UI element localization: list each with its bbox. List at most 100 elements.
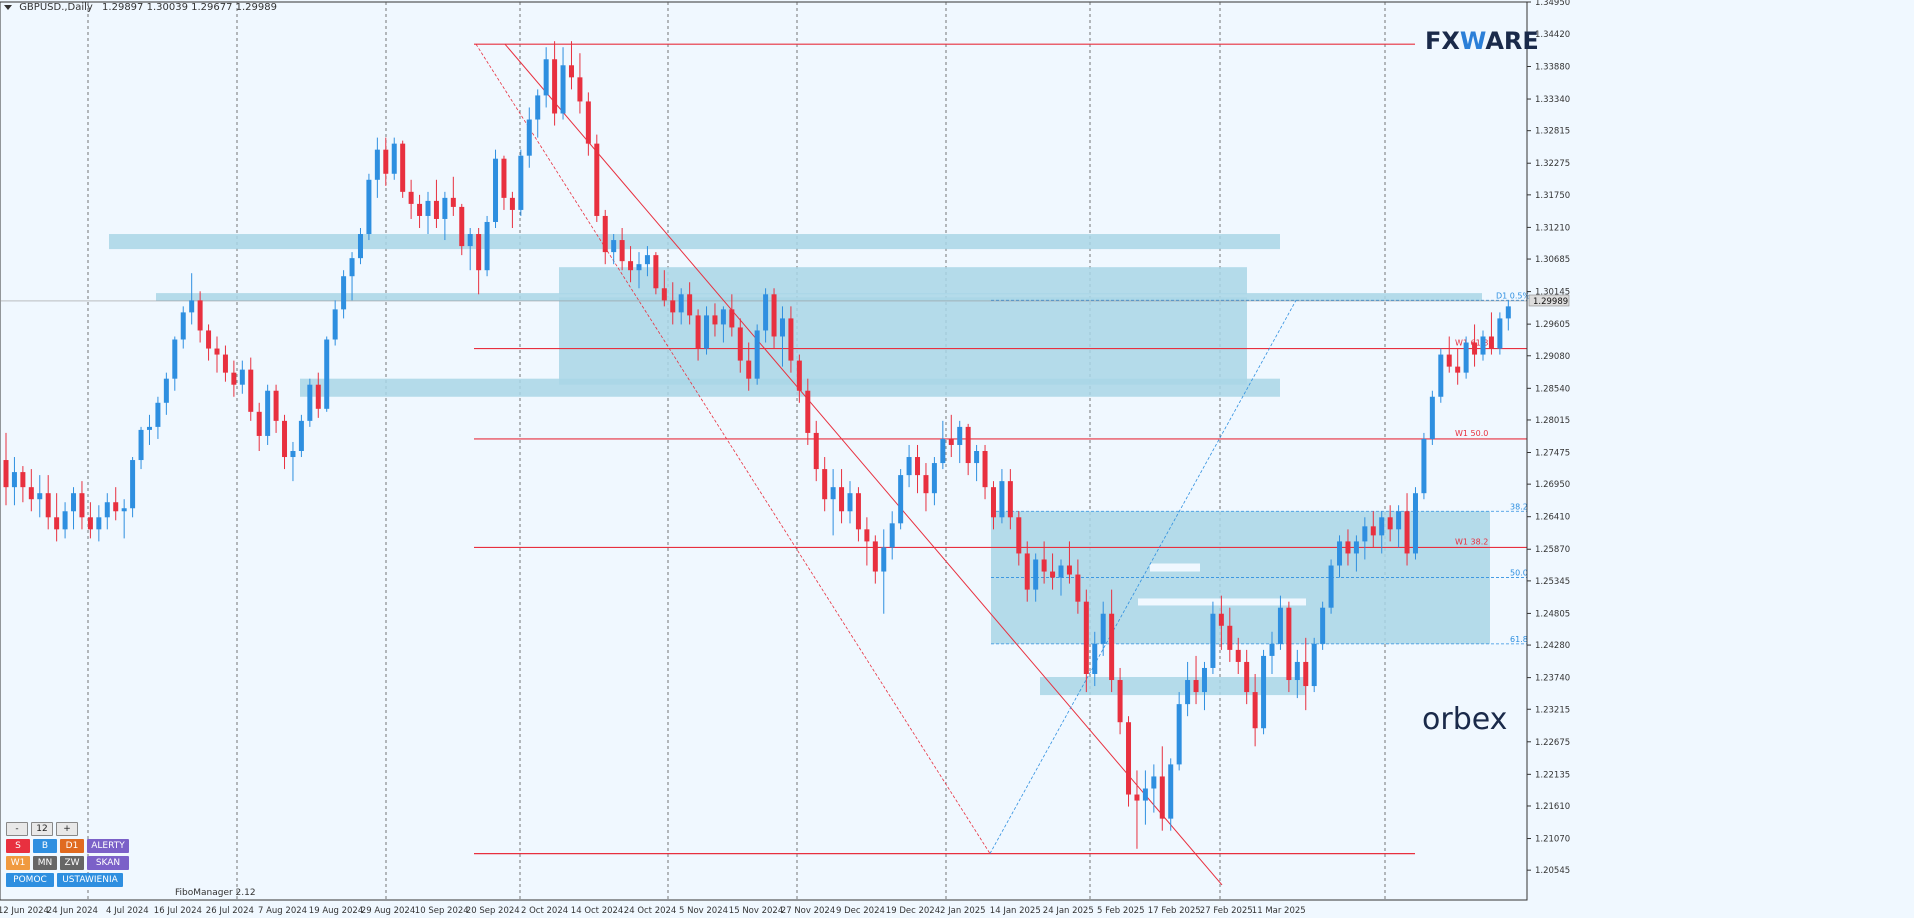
plot-area <box>0 1 1528 901</box>
price-tick-label: 1.20545 <box>1535 866 1570 876</box>
price-tick-label: 1.23215 <box>1535 705 1570 715</box>
date-tick-label: 26 Jul 2024 <box>206 906 254 916</box>
candle-body <box>518 155 524 210</box>
date-tick-label: 19 Aug 2024 <box>309 906 363 916</box>
candle-body <box>526 119 532 156</box>
alerts-button[interactable]: ALERTY <box>87 839 129 853</box>
candle-body <box>206 330 212 349</box>
candle-body <box>417 203 423 216</box>
candle-body <box>1362 526 1368 542</box>
candle-body <box>982 451 988 488</box>
price-tick-label: 1.32815 <box>1535 127 1570 137</box>
candle-body <box>1092 643 1098 674</box>
candle-body <box>1370 526 1376 536</box>
candle-body <box>1488 336 1494 349</box>
candle-body <box>644 255 650 265</box>
candle-body <box>1041 559 1047 572</box>
candle-body <box>1269 643 1275 656</box>
period-value[interactable]: 12 <box>31 822 53 836</box>
settings-button[interactable]: USTAWIENIA <box>57 873 123 887</box>
fibo-manager-label: FiboManager 2.12 <box>175 888 256 898</box>
sr-zone <box>559 267 1247 295</box>
fxware-logo: FXWARE <box>1425 27 1539 55</box>
candle-body <box>636 264 642 271</box>
candle-body <box>214 348 220 355</box>
candle-body <box>383 149 389 174</box>
d1-button[interactable]: D1 <box>60 839 84 853</box>
buy-button[interactable]: B <box>33 839 57 853</box>
candle-body <box>408 191 414 204</box>
candle-body <box>509 197 515 210</box>
candle-body <box>1201 667 1207 693</box>
candle-body <box>1007 481 1013 518</box>
scan-button[interactable]: SKAN <box>87 856 129 870</box>
price-tick-label: 1.31210 <box>1535 223 1570 233</box>
candle-body <box>830 487 836 500</box>
candle-body <box>391 143 397 174</box>
candle-body <box>779 318 785 337</box>
candle-body <box>400 143 406 192</box>
candle-body <box>990 487 996 518</box>
candle-body <box>1210 613 1216 668</box>
candle-body <box>1016 517 1022 554</box>
candle-body <box>231 372 237 385</box>
fib-level-label: 50.0 <box>1510 569 1528 578</box>
candle-body <box>332 309 338 340</box>
candle-body <box>1438 354 1444 397</box>
candle-body <box>1337 541 1343 566</box>
candle-body <box>189 300 195 313</box>
candle-body <box>1142 788 1148 801</box>
date-tick-label: 16 Jul 2024 <box>154 906 202 916</box>
date-tick-label: 15 Nov 2024 <box>729 906 783 916</box>
candle-body <box>974 451 980 464</box>
price-tick-label: 1.33340 <box>1535 95 1570 105</box>
candle-body <box>999 481 1005 518</box>
sell-button[interactable]: S <box>6 839 30 853</box>
candle-body <box>585 101 591 144</box>
date-tick-label: 14 Jan 2025 <box>990 906 1041 916</box>
candle-body <box>1050 571 1056 578</box>
w1-button[interactable]: W1 <box>6 856 30 870</box>
date-tick-label: 20 Sep 2024 <box>466 906 520 916</box>
candle-body <box>915 457 921 476</box>
symbol-label: GBPUSD.,Daily <box>19 2 93 13</box>
candle-body <box>197 300 203 331</box>
date-tick-label: 5 Feb 2025 <box>1097 906 1145 916</box>
candle-body <box>661 288 667 301</box>
candle-body <box>1075 574 1081 602</box>
candle-body <box>484 221 490 271</box>
date-tick-label: 10 Sep 2024 <box>415 906 469 916</box>
candle-body <box>602 215 608 253</box>
sr-zone <box>300 378 1280 397</box>
candle-body <box>163 378 169 403</box>
candle-body <box>1353 541 1359 554</box>
candle-body <box>1379 517 1385 536</box>
candle-body <box>374 149 380 180</box>
candle-body <box>1185 680 1191 705</box>
candle-body <box>425 200 431 216</box>
candle-body <box>805 390 811 433</box>
trend-line <box>504 43 1223 886</box>
candle-body <box>670 300 676 313</box>
current-price-label: 1.29989 <box>1533 297 1568 307</box>
candle-body <box>450 197 456 207</box>
decrease-button[interactable]: - <box>6 822 28 836</box>
candle-body <box>442 197 448 219</box>
candle-body <box>788 318 794 361</box>
zw-button[interactable]: ZW <box>60 856 84 870</box>
price-tick-label: 1.26410 <box>1535 513 1570 523</box>
sr-zone <box>156 293 1482 301</box>
control-panel: - 12 + S B D1 ALERTY W1 MN ZW SKAN POMOC… <box>6 822 146 890</box>
candle-body <box>653 255 659 289</box>
candle-body <box>1320 607 1326 644</box>
candle-body <box>1134 794 1140 801</box>
increase-button[interactable]: + <box>56 822 78 836</box>
mn-button[interactable]: MN <box>33 856 57 870</box>
candle-body <box>763 294 769 331</box>
help-button[interactable]: POMOC <box>6 873 54 887</box>
menu-arrow-icon[interactable] <box>4 4 12 10</box>
candle-body <box>695 315 701 349</box>
candle-body <box>1497 318 1503 349</box>
date-tick-label: 17 Feb 2025 <box>1148 906 1201 916</box>
